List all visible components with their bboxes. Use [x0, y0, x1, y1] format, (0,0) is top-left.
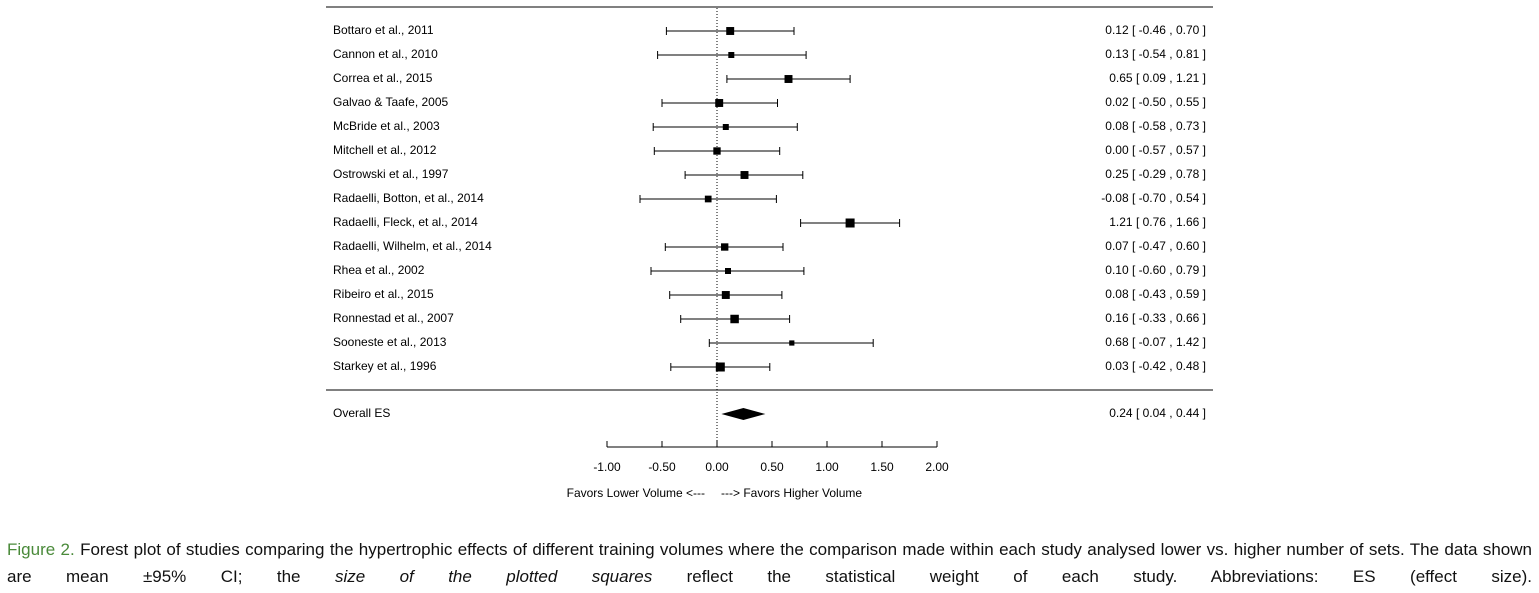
- x-tick-label: 1.00: [815, 460, 839, 474]
- x-tick-label: 1.50: [870, 460, 894, 474]
- study-label: Mitchell et al., 2012: [333, 143, 437, 157]
- study-label: Cannon et al., 2010: [333, 47, 438, 61]
- study-label: Correa et al., 2015: [333, 71, 433, 85]
- estimate-square: [789, 340, 795, 346]
- estimate-square: [728, 52, 735, 58]
- value-label: 0.08 [ -0.58 , 0.73 ]: [1105, 119, 1206, 133]
- overall-value-label: 0.24 [ 0.04 , 0.44 ]: [1109, 406, 1206, 420]
- estimate-square: [721, 243, 729, 251]
- value-label: 0.03 [ -0.42 , 0.48 ]: [1105, 359, 1206, 373]
- study-label: McBride et al., 2003: [333, 119, 440, 133]
- value-label: 0.68 [ -0.07 , 1.42 ]: [1105, 335, 1206, 349]
- value-label: 0.13 [ -0.54 , 0.81 ]: [1105, 47, 1206, 61]
- caption: Figure 2. Forest plot of studies compari…: [7, 536, 1532, 590]
- value-label: 1.21 [ 0.76 , 1.66 ]: [1109, 215, 1206, 229]
- estimate-square: [704, 195, 712, 203]
- value-label: -0.08 [ -0.70 , 0.54 ]: [1101, 191, 1206, 205]
- estimate-square: [726, 27, 735, 35]
- estimate-square: [713, 147, 721, 155]
- x-axis-label-right: ---> Favors Higher Volume: [721, 486, 862, 500]
- study-label: Bottaro et al., 2011: [333, 23, 434, 37]
- value-label: 0.00 [ -0.57 , 0.57 ]: [1105, 143, 1206, 157]
- estimate-square: [725, 268, 731, 274]
- x-tick-label: 2.00: [925, 460, 949, 474]
- study-label: Rhea et al., 2002: [333, 263, 425, 277]
- caption-italic: size of the plotted squares: [334, 567, 653, 586]
- estimate-square: [784, 75, 793, 83]
- estimate-square: [740, 171, 749, 179]
- estimate-square: [730, 314, 739, 324]
- study-label: Sooneste et al., 2013: [333, 335, 447, 349]
- overall-diamond: [721, 408, 766, 420]
- value-label: 0.08 [ -0.43 , 0.59 ]: [1105, 287, 1206, 301]
- estimate-square: [715, 99, 724, 107]
- caption-text: reflect the statistical weight of each s…: [686, 567, 1532, 586]
- x-tick-label: 0.50: [760, 460, 784, 474]
- value-label: 0.25 [ -0.29 , 0.78 ]: [1105, 167, 1206, 181]
- caption-label: Figure 2.: [7, 540, 75, 559]
- caption-text: Forest plot of studies comparing the hyp…: [7, 540, 1532, 586]
- study-label: Radaelli, Fleck, et al., 2014: [333, 215, 478, 229]
- study-label: Starkey et al., 1996: [333, 359, 437, 373]
- value-label: 0.10 [ -0.60 , 0.79 ]: [1105, 263, 1206, 277]
- value-label: 0.16 [ -0.33 , 0.66 ]: [1105, 311, 1206, 325]
- study-label: Galvao & Taafe, 2005: [333, 95, 449, 109]
- study-label: Radaelli, Botton, et al., 2014: [333, 191, 484, 205]
- x-tick-label: -1.00: [593, 460, 621, 474]
- x-tick-label: -0.50: [648, 460, 676, 474]
- estimate-square: [721, 291, 730, 299]
- estimate-square: [715, 362, 725, 372]
- value-label: 0.02 [ -0.50 , 0.55 ]: [1105, 95, 1206, 109]
- x-tick-label: 0.00: [705, 460, 729, 474]
- overall-label: Overall ES: [333, 406, 390, 420]
- chart: Overall ES 0.24 [ 0.04 , 0.44 ] Favors L…: [326, 6, 1213, 500]
- study-label: Ostrowski et al., 1997: [333, 167, 449, 181]
- study-label: Radaelli, Wilhelm, et al., 2014: [333, 239, 492, 253]
- value-label: 0.65 [ 0.09 , 1.21 ]: [1109, 71, 1206, 85]
- value-label: 0.07 [ -0.47 , 0.60 ]: [1105, 239, 1206, 253]
- estimate-square: [845, 218, 855, 228]
- value-label: 0.12 [ -0.46 , 0.70 ]: [1105, 23, 1206, 37]
- x-axis-label-left: Favors Lower Volume <---: [567, 486, 705, 500]
- study-label: Ribeiro et al., 2015: [333, 287, 434, 301]
- study-label: Ronnestad et al., 2007: [333, 311, 454, 325]
- estimate-square: [722, 124, 729, 130]
